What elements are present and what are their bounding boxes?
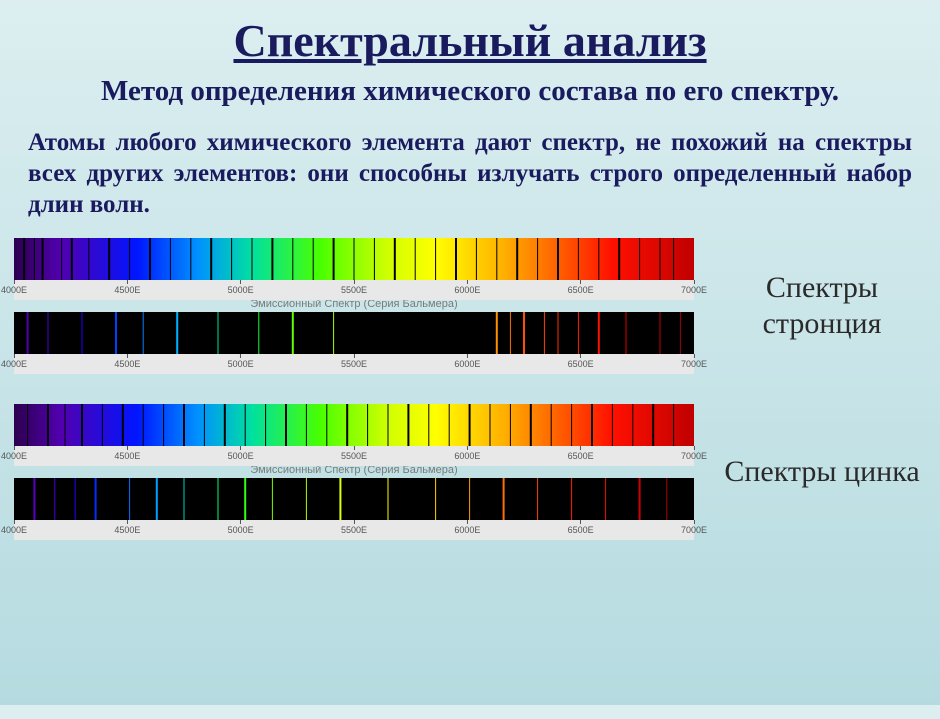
zinc-label: Спектры цинка (722, 454, 922, 490)
wavelength-scale: 4000E4500E5000E5500E6000E6500E7000E (14, 446, 694, 466)
page-subtitle: Метод определения химического состава по… (60, 73, 880, 111)
strontium-absorption (14, 238, 694, 280)
page-title: Спектральный анализ (0, 14, 940, 67)
strontium-chart: 4000E4500E5000E5500E6000E6500E7000E Эмис… (14, 238, 694, 374)
strontium-row: 4000E4500E5000E5500E6000E6500E7000E Эмис… (14, 238, 940, 374)
zinc-row: 4000E4500E5000E5500E6000E6500E7000E Эмис… (14, 404, 940, 540)
zinc-chart: 4000E4500E5000E5500E6000E6500E7000E Эмис… (14, 404, 694, 540)
zinc-absorption (14, 404, 694, 446)
zinc-emission (14, 478, 694, 520)
strontium-emission (14, 312, 694, 354)
strontium-label: Спектры стронция (722, 270, 922, 342)
wavelength-scale: 4000E4500E5000E5500E6000E6500E7000E (14, 354, 694, 374)
wavelength-scale: 4000E4500E5000E5500E6000E6500E7000E (14, 520, 694, 540)
intro-paragraph: Атомы любого химического элемента дают с… (28, 127, 912, 221)
wavelength-scale: 4000E4500E5000E5500E6000E6500E7000E (14, 280, 694, 300)
